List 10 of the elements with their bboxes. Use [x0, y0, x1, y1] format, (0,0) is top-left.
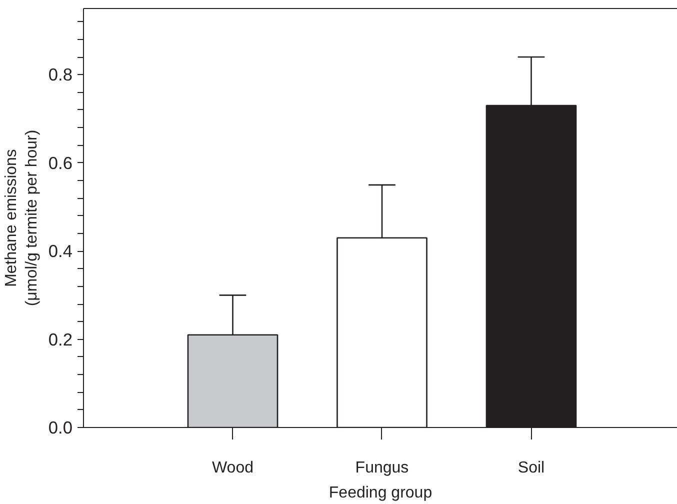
x-axis-title: Feeding group	[328, 484, 432, 502]
y-axis-title: Methane emissions (μmol/g termite per hour)	[3, 130, 40, 306]
y-tick-label: 0.0	[48, 418, 73, 438]
x-tick-label: Fungus	[355, 460, 409, 476]
x-tick-label: Wood	[212, 460, 254, 476]
y-tick-label: 0.6	[48, 152, 73, 173]
y-tick-label: 0.8	[48, 64, 73, 85]
y-tick-label: 0.2	[48, 329, 73, 350]
y-tick-label: 0.4	[48, 241, 73, 262]
x-tick-label: Soil	[518, 460, 545, 476]
